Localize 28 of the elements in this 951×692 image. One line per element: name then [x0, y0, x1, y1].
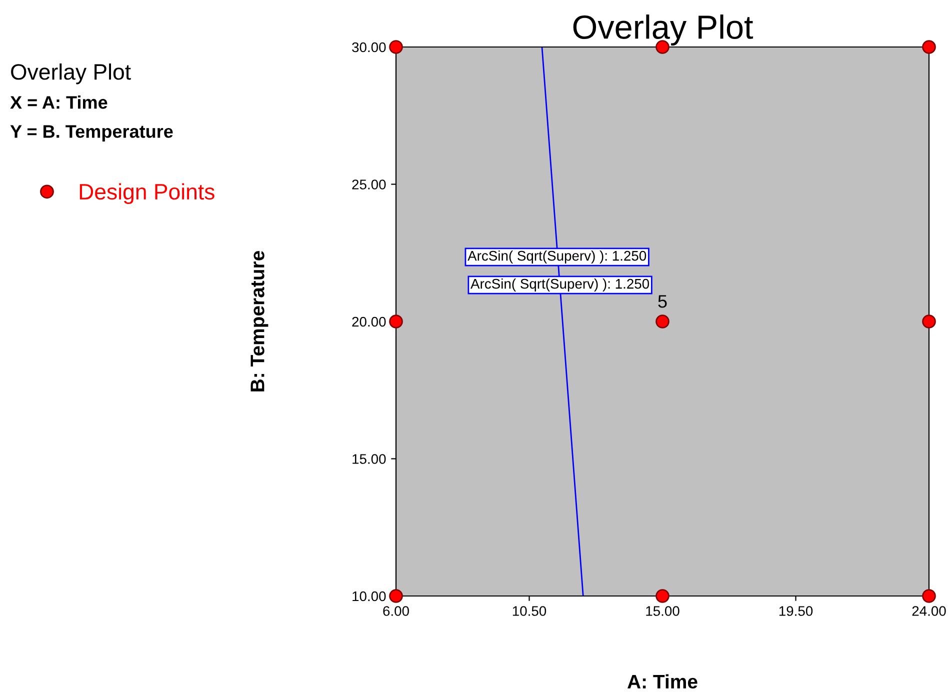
x-tick-label: 10.50 [512, 606, 546, 616]
text: Y = B. Temperature [10, 125, 173, 142]
annotation: ArcSin( Sqrt(Superv) ): 1.250 [468, 250, 646, 264]
x-tick-label: 24.00 [912, 606, 946, 616]
y-tick-label: 20.00 [352, 316, 386, 327]
point [656, 314, 670, 328]
y-tick-label: 25.00 [352, 180, 386, 190]
x-tick-label: 6.00 [383, 606, 409, 616]
y-tick-label: 15.00 [352, 454, 386, 464]
y-axis-title: B: Temperature [250, 251, 268, 392]
point [389, 589, 403, 603]
x-tick-label: 15.00 [646, 606, 680, 616]
chart-title: Overlay Plot [573, 14, 754, 46]
x-axis-title: A: Time [628, 674, 698, 689]
point [389, 40, 403, 54]
point [656, 589, 670, 603]
y-tick-label: 10.00 [352, 591, 386, 602]
y-tick-label: 30.00 [352, 42, 386, 52]
annotation: ArcSin( Sqrt(Superv) ): 1.250 [470, 278, 650, 292]
text: Overlay Plot [11, 63, 131, 84]
text: X = A: Time [10, 96, 108, 109]
legend-label: Design Points [80, 183, 214, 204]
annotation: 5 [658, 295, 667, 308]
point [922, 589, 936, 603]
point [922, 40, 936, 54]
x-tick-label: 19.50 [779, 606, 813, 616]
point [922, 314, 936, 328]
point [389, 314, 403, 328]
